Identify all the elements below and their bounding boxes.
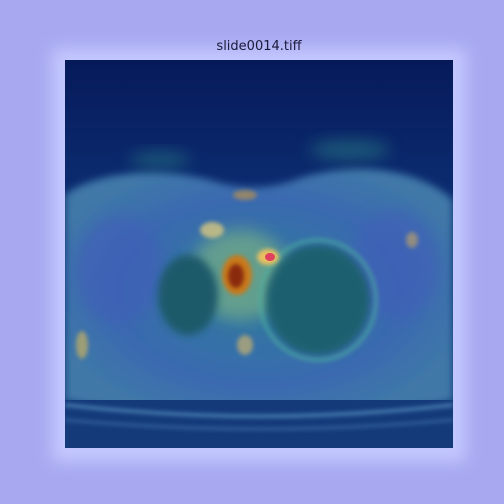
image-title: slide0014.tiff [216,39,302,54]
ct-heatmap [65,60,453,448]
